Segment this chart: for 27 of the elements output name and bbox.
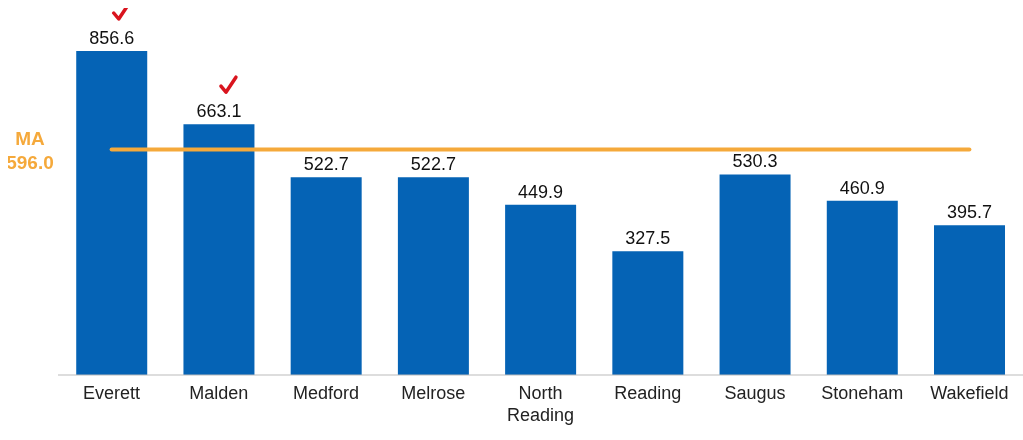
data-label: 522.7 (303, 154, 349, 175)
x-tick-label: Reading (614, 383, 682, 403)
x-tick-label: Saugus (724, 383, 786, 403)
bar (719, 174, 791, 375)
data-label: 327.5 (625, 228, 671, 249)
data-label: 460.9 (839, 177, 885, 198)
x-tick-label: Everett (83, 383, 141, 403)
bar (76, 51, 148, 375)
data-label: 856.6 (89, 28, 135, 48)
data-label: 449.9 (518, 181, 564, 202)
x-tick-label: Wakefield (930, 383, 1009, 403)
bar (612, 251, 684, 375)
x-tick-label: Melrose (401, 383, 466, 403)
x-tick-label: Medford (293, 383, 360, 403)
bar (183, 124, 255, 375)
data-label: 663.1 (196, 101, 242, 122)
bar (505, 204, 577, 375)
data-label: 522.7 (410, 154, 456, 175)
x-tick-label: Stoneham (821, 383, 904, 403)
bar (826, 200, 898, 375)
data-label: 395.7 (946, 202, 993, 223)
bar (290, 177, 362, 375)
bar (934, 225, 1006, 375)
bar (397, 177, 469, 375)
x-tick-label: North Reading (506, 383, 575, 425)
x-tick-label: Malden (189, 383, 249, 403)
data-label: 530.3 (732, 151, 778, 172)
